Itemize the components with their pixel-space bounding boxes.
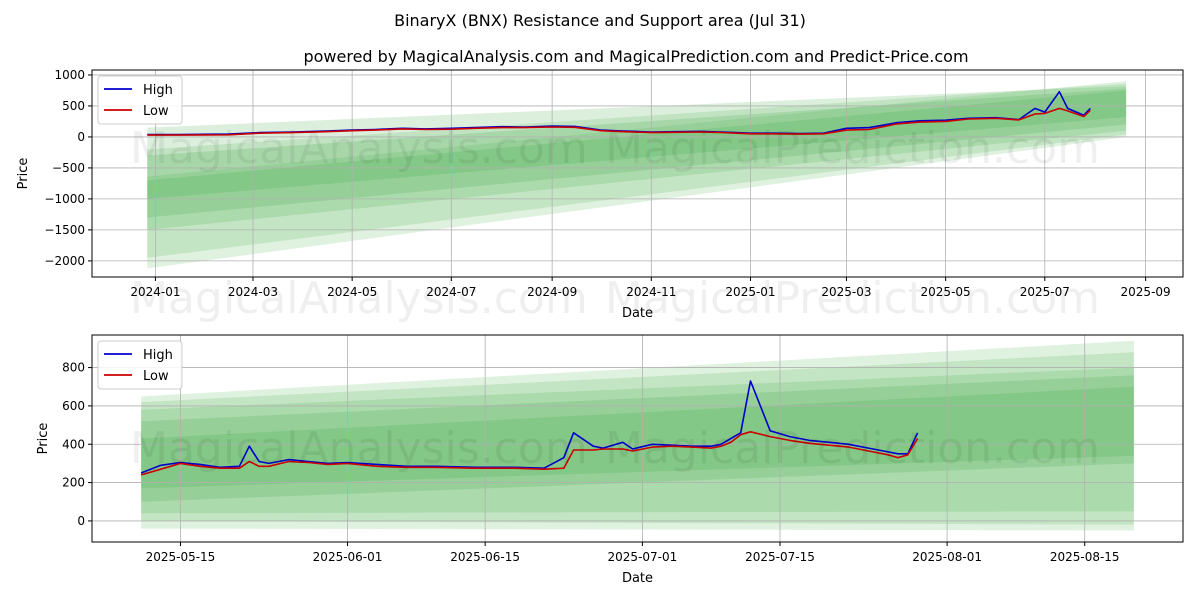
bottom-y-tick-label-0: 800 bbox=[62, 361, 85, 375]
top-band-4 bbox=[147, 90, 1127, 199]
bottom-plot-area bbox=[92, 335, 1183, 542]
top-legend: High Low bbox=[97, 75, 183, 125]
watermark-prediction-bottom: MagicalPrediction.com bbox=[605, 423, 1100, 474]
top-legend-label-low: Low bbox=[143, 104, 169, 119]
top-legend-label-high: High bbox=[143, 83, 173, 98]
top-x-tick-label-10: 2025-09 bbox=[1121, 285, 1171, 299]
top-y-tick-label-2: 0 bbox=[77, 130, 85, 144]
chart-subtitle: powered by MagicalAnalysis.com and Magic… bbox=[303, 47, 968, 66]
top-legend-box bbox=[97, 75, 183, 125]
bottom-x-tick-label-3: 2025-07-01 bbox=[608, 550, 678, 564]
top-y-axis-label: Price bbox=[16, 158, 31, 190]
top-y-tick-label-3: −500 bbox=[52, 161, 85, 175]
top-band-2 bbox=[147, 86, 1127, 230]
bottom-y-tick-label-4: 0 bbox=[77, 514, 85, 528]
bottom-legend: High Low bbox=[97, 340, 183, 390]
bottom-series-low-line bbox=[140, 430, 919, 476]
top-axes-frame bbox=[91, 69, 1184, 278]
bottom-x-tick-label-1: 2025-06-01 bbox=[313, 550, 383, 564]
bottom-x-tick-label-6: 2025-08-15 bbox=[1050, 550, 1120, 564]
watermark-analysis-top: MagicalAnalysis.com bbox=[130, 123, 588, 174]
top-x-tick-label-2: 2024-05 bbox=[327, 285, 377, 299]
bottom-axes-frame bbox=[91, 334, 1184, 543]
bottom-legend-box bbox=[97, 340, 183, 390]
watermarks: MagicalAnalysis.com MagicalPrediction.co… bbox=[130, 123, 1100, 474]
bottom-x-tick-label-5: 2025-08-01 bbox=[912, 550, 982, 564]
bottom-band-2 bbox=[141, 367, 1134, 514]
top-y-tick-label-5: −1500 bbox=[44, 223, 85, 237]
bottom-band-3 bbox=[141, 375, 1134, 502]
top-y-tick-label-1: 500 bbox=[62, 99, 85, 113]
bottom-x-axis-label: Date bbox=[622, 571, 653, 586]
top-x-axis-label: Date bbox=[622, 306, 653, 321]
top-x-tick-label-5: 2024-11 bbox=[626, 285, 676, 299]
bottom-y-tick-label-1: 600 bbox=[62, 399, 85, 413]
top-x-tick-label-9: 2025-07 bbox=[1020, 285, 1070, 299]
watermark-prediction-mid: MagicalPrediction.com bbox=[605, 273, 1100, 324]
bottom-x-tick-label-0: 2025-05-15 bbox=[146, 550, 216, 564]
top-x-tick-label-3: 2024-07 bbox=[426, 285, 476, 299]
bottom-band-4 bbox=[141, 386, 1134, 489]
watermark-prediction-top: MagicalPrediction.com bbox=[605, 123, 1100, 174]
top-x-tick-label-0: 2024-01 bbox=[130, 285, 180, 299]
bottom-x-tick-label-4: 2025-07-15 bbox=[745, 550, 815, 564]
watermark-analysis-mid: MagicalAnalysis.com bbox=[130, 273, 588, 324]
chart-title: BinaryX (BNX) Resistance and Support are… bbox=[394, 11, 806, 30]
top-chart-panel: 2024-01 2024-03 2024-05 2024-07 2024-09 2024-… bbox=[16, 68, 1184, 321]
top-y-tick-label-6: −2000 bbox=[44, 254, 85, 268]
top-series-low-line bbox=[147, 107, 1091, 136]
bottom-series-high-line bbox=[140, 380, 919, 474]
bottom-x-tick-label-2: 2025-06-15 bbox=[450, 550, 520, 564]
bottom-y-axis-label: Price bbox=[36, 423, 51, 455]
top-x-tick-label-6: 2025-01 bbox=[725, 285, 775, 299]
bottom-chart-panel: 2025-05-15 2025-06-01 2025-06-15 2025-07-01… bbox=[36, 334, 1184, 586]
top-y-tick-label-4: −1000 bbox=[44, 192, 85, 206]
top-y-tick-label-0: 1000 bbox=[54, 68, 85, 82]
top-x-tick-label-7: 2025-03 bbox=[821, 285, 871, 299]
top-band-0 bbox=[147, 81, 1127, 269]
bottom-band-1 bbox=[141, 352, 1134, 525]
bottom-y-tick-label-3: 200 bbox=[62, 476, 85, 490]
top-x-tick-label-1: 2024-03 bbox=[228, 285, 278, 299]
top-band-3 bbox=[147, 88, 1127, 218]
bottom-legend-label-low: Low bbox=[143, 369, 169, 384]
watermark-analysis-bottom: MagicalAnalysis.com bbox=[130, 423, 588, 474]
top-x-tick-label-8: 2025-05 bbox=[921, 285, 971, 299]
top-x-tick-label-4: 2024-09 bbox=[527, 285, 577, 299]
bottom-legend-label-high: High bbox=[143, 348, 173, 363]
bottom-band-0 bbox=[141, 340, 1134, 531]
bottom-y-tick-label-2: 400 bbox=[62, 437, 85, 451]
top-plot-area bbox=[92, 70, 1183, 277]
